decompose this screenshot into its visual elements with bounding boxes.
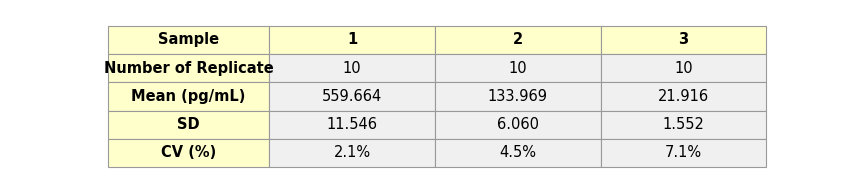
Bar xyxy=(108,26,268,54)
Bar xyxy=(108,82,268,111)
Text: 6.060: 6.060 xyxy=(496,117,538,132)
Text: 21.916: 21.916 xyxy=(657,89,708,104)
Text: 3: 3 xyxy=(677,32,688,48)
Bar xyxy=(268,111,435,139)
Bar xyxy=(600,82,765,111)
Bar xyxy=(268,82,435,111)
Text: Number of Replicate: Number of Replicate xyxy=(104,61,273,76)
Text: Sample: Sample xyxy=(158,32,219,48)
Bar xyxy=(268,139,435,167)
Bar xyxy=(108,139,268,167)
Bar xyxy=(268,54,435,82)
Bar xyxy=(435,26,600,54)
Text: 11.546: 11.546 xyxy=(326,117,377,132)
Text: 1.552: 1.552 xyxy=(662,117,704,132)
Text: 10: 10 xyxy=(508,61,527,76)
Text: Mean (pg/mL): Mean (pg/mL) xyxy=(131,89,245,104)
Bar xyxy=(600,111,765,139)
Bar xyxy=(435,54,600,82)
Bar xyxy=(600,26,765,54)
Text: 559.664: 559.664 xyxy=(321,89,382,104)
Text: SD: SD xyxy=(177,117,199,132)
Text: 2: 2 xyxy=(512,32,522,48)
Text: 10: 10 xyxy=(343,61,361,76)
Bar xyxy=(108,111,268,139)
Text: 1: 1 xyxy=(347,32,357,48)
Bar xyxy=(108,54,268,82)
Bar xyxy=(600,54,765,82)
Text: 2.1%: 2.1% xyxy=(333,145,370,160)
Bar xyxy=(600,139,765,167)
Text: 7.1%: 7.1% xyxy=(665,145,701,160)
Bar xyxy=(435,111,600,139)
Bar xyxy=(268,26,435,54)
Text: 4.5%: 4.5% xyxy=(498,145,536,160)
Text: 133.969: 133.969 xyxy=(487,89,547,104)
Text: 10: 10 xyxy=(673,61,692,76)
Bar xyxy=(435,139,600,167)
Bar xyxy=(435,82,600,111)
Text: CV (%): CV (%) xyxy=(161,145,216,160)
